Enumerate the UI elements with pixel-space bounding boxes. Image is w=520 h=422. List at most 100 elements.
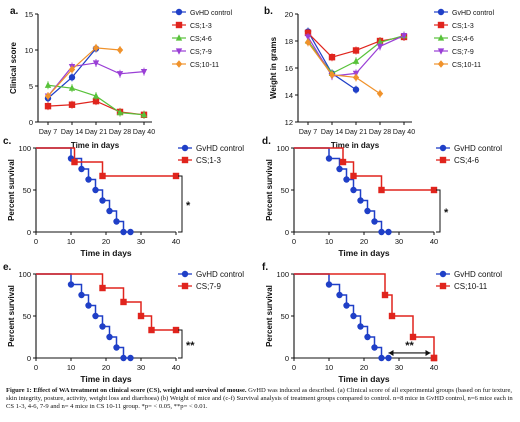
- y-tick-label: 100: [276, 270, 289, 279]
- y-tick-label: 50: [281, 312, 289, 321]
- x-tick-label: 20: [360, 363, 368, 372]
- x-tick-label: 40: [172, 237, 180, 246]
- x-tick-label: 30: [395, 363, 403, 372]
- x-tick-label: Day 21: [85, 129, 107, 136]
- event-marker: [92, 186, 99, 194]
- event-marker: [350, 312, 357, 320]
- end-marker: [385, 354, 392, 362]
- data-point: [92, 92, 100, 99]
- event-marker: [378, 228, 385, 236]
- event-marker: [78, 291, 85, 299]
- x-tick-label: Day 7: [299, 129, 317, 136]
- legend-label: CS;10-11: [190, 62, 219, 69]
- y-axis-label: Percent survival: [7, 159, 16, 221]
- x-axis-label: Time in days: [338, 248, 390, 258]
- y-tick-label: 50: [23, 186, 31, 195]
- event-marker: [409, 333, 417, 341]
- x-tick-label: Day 28: [369, 129, 391, 136]
- event-marker: [120, 228, 127, 236]
- y-axis-label: Percent survival: [7, 285, 16, 347]
- x-tick-label: 10: [325, 237, 333, 246]
- panel-letter: f.: [262, 262, 268, 273]
- caption-title: Figure 1: Effect of WA treatment on clin…: [6, 387, 247, 394]
- x-tick-label: 10: [67, 363, 75, 372]
- x-tick-label: Day 28: [109, 129, 131, 136]
- event-marker: [388, 312, 396, 320]
- y-axis-label: Weight in grams: [269, 36, 278, 99]
- x-axis-label: Time in days: [80, 248, 132, 258]
- chart-panel-f: f. 0 50 100 0 10 20 30 40 Time in days Percent sur…: [262, 262, 502, 384]
- event-marker: [78, 165, 85, 173]
- caption-body: GvHD was induced as described. (a) Clini…: [6, 387, 513, 411]
- x-axis-label: Time in days: [80, 374, 132, 384]
- legend-marker: [175, 21, 183, 29]
- data-point: [44, 102, 52, 110]
- figure-caption: Figure 1: Effect of WA treatment on clin…: [6, 387, 516, 412]
- y-tick-label: 0: [285, 354, 289, 363]
- data-point: [352, 47, 360, 54]
- data-point: [304, 29, 312, 37]
- x-tick-label: 40: [172, 363, 180, 372]
- x-tick-label: Day 7: [39, 129, 57, 136]
- x-axis-label: Time in days: [71, 141, 120, 150]
- data-point: [352, 73, 360, 82]
- event-marker: [336, 291, 343, 299]
- event-marker: [325, 155, 333, 162]
- legend-marker: [439, 282, 447, 290]
- data-point: [68, 74, 76, 81]
- chart-panel-a: a. 0 5 10 15 Day 7 Day 14 Day 21 Day 28 Day 40 Tim…: [9, 6, 232, 150]
- event-marker: [99, 284, 106, 292]
- data-point: [68, 65, 76, 74]
- event-marker: [357, 197, 364, 204]
- legend-marker: [181, 156, 189, 164]
- data-point: [92, 97, 100, 105]
- data-point: [352, 86, 360, 93]
- y-axis-label: Clinical score: [9, 41, 18, 94]
- x-tick-label: 20: [102, 363, 110, 372]
- legend-marker: [437, 8, 445, 16]
- legend-label: GvHD control: [454, 270, 502, 279]
- y-tick-label: 0: [29, 118, 33, 127]
- x-tick-label: Day 40: [133, 129, 155, 136]
- panel-letter: e.: [3, 262, 12, 273]
- data-point: [68, 101, 76, 108]
- event-marker: [364, 207, 371, 215]
- event-marker: [343, 176, 350, 183]
- legend-marker: [439, 144, 447, 152]
- event-marker: [137, 312, 145, 320]
- y-tick-label: 14: [285, 91, 293, 100]
- significance-bracket: [178, 175, 183, 233]
- chart-panel-b: b. 12 14 16 18 20 Day 7 Day 14 Day 21 Day 28 Day 4…: [264, 6, 494, 150]
- event-marker: [350, 172, 357, 180]
- event-marker: [378, 354, 385, 362]
- y-tick-label: 100: [276, 144, 289, 153]
- data-point: [328, 54, 336, 61]
- event-marker: [343, 302, 350, 309]
- legend-marker: [175, 60, 183, 68]
- end-marker: [385, 228, 392, 236]
- y-tick-label: 5: [29, 82, 33, 91]
- legend-label: CS;7-9: [196, 282, 221, 291]
- legend-marker: [439, 270, 447, 278]
- legend-marker: [437, 48, 445, 55]
- x-tick-label: Day 14: [61, 129, 83, 136]
- end-marker: [127, 354, 134, 362]
- data-point: [376, 38, 384, 45]
- x-axis-label: Time in days: [331, 141, 380, 150]
- panel-letter: a.: [10, 6, 19, 17]
- legend-label: GvHD control: [196, 270, 244, 279]
- significance-label: *: [444, 207, 449, 219]
- data-point: [400, 33, 408, 40]
- y-axis-label: Percent survival: [265, 285, 274, 347]
- significance-bracket: [436, 189, 441, 233]
- data-point: [328, 71, 336, 79]
- x-tick-label: 0: [34, 363, 38, 372]
- legend-marker: [181, 270, 189, 278]
- event-marker: [371, 344, 378, 351]
- event-marker: [85, 302, 92, 309]
- event-marker: [106, 207, 113, 215]
- y-axis-label: Percent survival: [265, 159, 274, 221]
- event-marker: [336, 165, 343, 173]
- data-point: [92, 60, 100, 67]
- x-tick-label: 0: [292, 363, 296, 372]
